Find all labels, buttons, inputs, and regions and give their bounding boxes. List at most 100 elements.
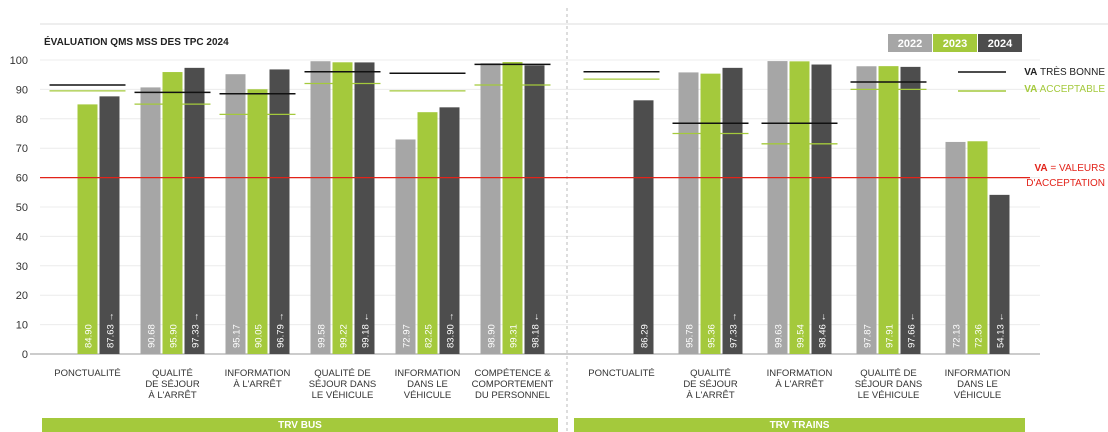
bar-value-label: 97.33 → [729,312,740,348]
y-tick-label: 90 [16,84,28,96]
category-label: INFORMATION [225,368,291,379]
bar-value-label: 72.36 [974,324,985,348]
legend-swatch-2022 [888,34,932,52]
bar-2024 [354,62,375,355]
value-labels: 84.90 87.63 → 90.68 95.90 97.33 → 95.17 90.05 9… [84,312,1007,348]
bar-value-label: 99.31 [509,324,520,348]
bar-value-label: 99.22 [339,324,350,348]
category-label: INFORMATION [945,368,1011,379]
bar-value-label: 87.63 → [106,312,117,348]
bar-value-label: 95.36 [707,324,718,348]
bar-value-label: 97.33 → [191,312,202,348]
bar-value-label: 97.87 [863,324,874,348]
chart-title: ÉVALUATION QMS MSS DES TPC 2024 [44,35,229,48]
bar-2023 [502,62,523,355]
y-tick-label: 80 [16,114,28,126]
bar-2023 [878,66,899,355]
bar-2024 [989,194,1010,354]
bar-value-label: 90.68 [147,324,158,348]
category-label: PONCTUALITÉ [54,368,121,379]
bar-value-label: 96.79 → [276,312,287,348]
bar-2024 [439,107,460,354]
y-tick-label: 60 [16,173,28,185]
bar-value-label: 95.90 [169,324,180,348]
bar-value-label: 99.63 [774,324,785,348]
axis: 0 10 20 30 40 50 60 70 80 90 100 PONCTUALITÉ QUALITÉ… [10,55,1011,401]
category-label: DE SÉJOUR [145,379,200,390]
bar-value-label: 98.90 [487,324,498,348]
bar-2024 [269,69,290,354]
bar-value-label: 99.54 [796,324,807,348]
legend-label-acceptable: VA ACCEPTABLE [1024,84,1105,95]
target-lines [40,63,1030,179]
bar-2023 [247,89,268,355]
category-label: COMPORTEMENT [472,379,554,390]
category-label: DANS LE [957,379,998,390]
y-tick-label: 50 [16,202,28,214]
category-label: INFORMATION [767,368,833,379]
legend-year-2023: 2023 [943,38,967,50]
y-tick-label: 40 [16,231,28,243]
category-label: DU PERSONNEL [475,390,550,401]
bar-2022 [856,66,877,354]
bar-2024 [99,96,120,354]
group-label: TRV TRAINS [770,420,830,431]
bar-2023 [417,112,438,354]
category-label: INFORMATION [395,368,461,379]
category-label: SÉJOUR DANS [309,379,377,390]
legend: ÉVALUATION QMS MSS DES TPC 2024 2022 2023 2… [44,34,1105,189]
category-label: SÉJOUR DANS [855,379,923,390]
bar-value-label: 99.18 ← [361,312,372,348]
bar-2022 [767,61,788,354]
category-label: VÉHICULE [954,390,1002,401]
group-label: TRV BUS [278,420,322,431]
bar-2024 [900,66,921,354]
bar-value-label: 99.58 [317,324,328,348]
y-tick-label: 70 [16,143,28,155]
legend-label-reference: VA = VALEURS [1035,163,1106,174]
bar-2022 [678,72,699,354]
bar-2023 [967,141,988,354]
bar-2023 [332,62,353,354]
legend-label-tres-bonne: VA TRÈS BONNE [1024,65,1105,78]
bar-2023 [700,73,721,354]
bar-2024 [524,65,545,354]
group-band-0 [42,418,558,432]
bar-2024 [811,64,832,355]
category-label: À L'ARRÊT [148,390,196,401]
bar-2022 [140,87,161,354]
category-label: DE SÉJOUR [683,379,738,390]
bar-2022 [225,74,246,355]
y-tick-label: 0 [22,349,28,361]
bar-2022 [945,141,966,354]
bar-value-label: 83.90 → [446,312,457,348]
legend-year-2024: 2024 [988,38,1013,50]
category-label: PONCTUALITÉ [588,368,655,379]
bar-value-label: 97.66 ← [907,312,918,348]
category-label: QUALITÉ DE [314,368,371,379]
bar-value-label: 72.13 [952,324,963,348]
category-label: LE VÉHICULE [858,390,920,401]
category-label: À L'ARRÊT [233,379,281,390]
y-tick-label: 10 [16,320,28,332]
category-label: QUALITÉ [152,368,193,379]
bar-2022 [395,139,416,354]
legend-swatch-2024 [978,34,1022,52]
y-tick-label: 20 [16,290,28,302]
legend-label-reference-line2: D'ACCEPTATION [1026,178,1105,189]
category-label: QUALITÉ DE [860,368,917,379]
category-label: QUALITÉ [690,368,731,379]
bar-value-label: 82.25 [424,324,435,348]
category-label: VÉHICULE [404,390,452,401]
bar-2024 [633,100,654,354]
category-label: LE VÉHICULE [312,390,374,401]
legend-year-2022: 2022 [898,38,922,50]
bar-value-label: 86.29 [640,324,651,348]
bar-value-label: 54.13 ← [996,312,1007,348]
bar-2024 [184,67,205,355]
category-label: COMPÉTENCE & [474,368,551,379]
y-tick-label: 30 [16,261,28,273]
bar-value-label: 72.97 [402,324,413,348]
bar-2023 [162,72,183,354]
bar-value-label: 98.18 ← [531,312,542,348]
